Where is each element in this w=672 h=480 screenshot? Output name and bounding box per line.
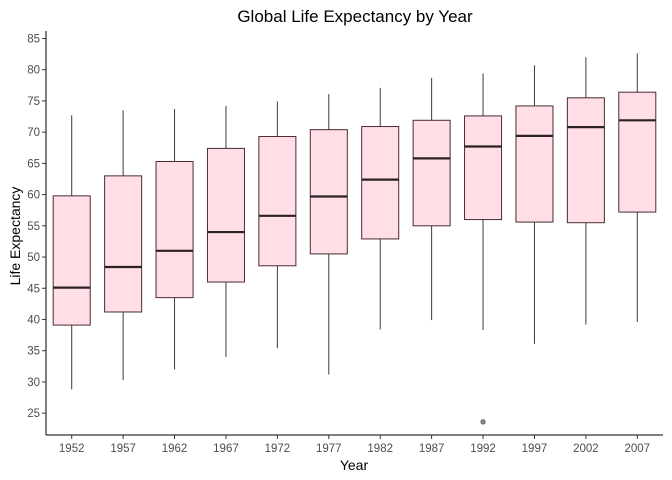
- x-tick-label: 1992: [470, 443, 496, 455]
- y-tick-label: 45: [27, 283, 40, 295]
- box-iqr: [206, 147, 245, 283]
- box-1962: [155, 109, 194, 370]
- x-tick-label: 1962: [162, 443, 188, 455]
- x-tick-label: 1997: [522, 443, 548, 455]
- x-tick-label: 1952: [59, 443, 85, 455]
- y-tick-label: 85: [27, 33, 40, 45]
- y-tick-label: 60: [27, 190, 40, 202]
- outlier-point: [480, 419, 486, 425]
- box-1987: [412, 77, 451, 321]
- y-tick-label: 40: [27, 314, 40, 326]
- box-1957: [104, 110, 143, 381]
- y-tick-label: 65: [27, 158, 40, 170]
- boxes-group: [52, 53, 657, 425]
- box-iqr: [155, 161, 194, 299]
- box-iqr: [566, 97, 605, 224]
- x-tick-label: 2002: [573, 443, 599, 455]
- box-2007: [618, 53, 657, 322]
- box-2002: [566, 57, 605, 325]
- box-iqr: [412, 119, 451, 227]
- box-1992: [464, 73, 503, 425]
- y-axis: 25 30 35 40 45 50 55 60 65 70 75 80 85: [27, 31, 47, 435]
- y-tick-label: 80: [27, 65, 40, 77]
- y-tick-label: 35: [27, 346, 40, 358]
- box-iqr: [52, 195, 91, 326]
- x-tick-label: 1987: [419, 443, 445, 455]
- box-iqr: [361, 126, 400, 240]
- y-tick-label: 30: [27, 377, 40, 389]
- y-tick-label: 75: [27, 96, 40, 108]
- box-1977: [309, 94, 348, 375]
- y-axis-label: Life Expectancy: [7, 187, 23, 286]
- y-tick-label: 70: [27, 127, 40, 139]
- box-1967: [206, 105, 245, 357]
- box-iqr: [258, 136, 297, 267]
- box-1952: [52, 115, 91, 390]
- x-tick-label: 1972: [265, 443, 291, 455]
- x-tick-label: 1967: [213, 443, 239, 455]
- box-1997: [515, 65, 554, 344]
- x-tick-label: 1982: [367, 443, 393, 455]
- y-tick-label: 55: [27, 221, 40, 233]
- box-iqr: [515, 105, 554, 223]
- y-tick-label: 50: [27, 252, 40, 264]
- x-tick-label: 1957: [110, 443, 136, 455]
- box-iqr: [618, 91, 657, 213]
- x-axis: 1952 1957 1962 1967 1972 1977 1982 1987 1992 1997…: [46, 434, 663, 455]
- box-iqr: [464, 115, 503, 221]
- x-tick-label: 2007: [624, 443, 650, 455]
- x-tick-label: 1977: [316, 443, 342, 455]
- box-iqr: [104, 175, 143, 313]
- box-1972: [258, 101, 297, 349]
- chart-title: Global Life Expectancy by Year: [237, 7, 473, 26]
- x-axis-label: Year: [340, 457, 369, 473]
- y-tick-label: 25: [27, 408, 40, 420]
- box-iqr: [309, 129, 348, 255]
- box-1982: [361, 87, 400, 330]
